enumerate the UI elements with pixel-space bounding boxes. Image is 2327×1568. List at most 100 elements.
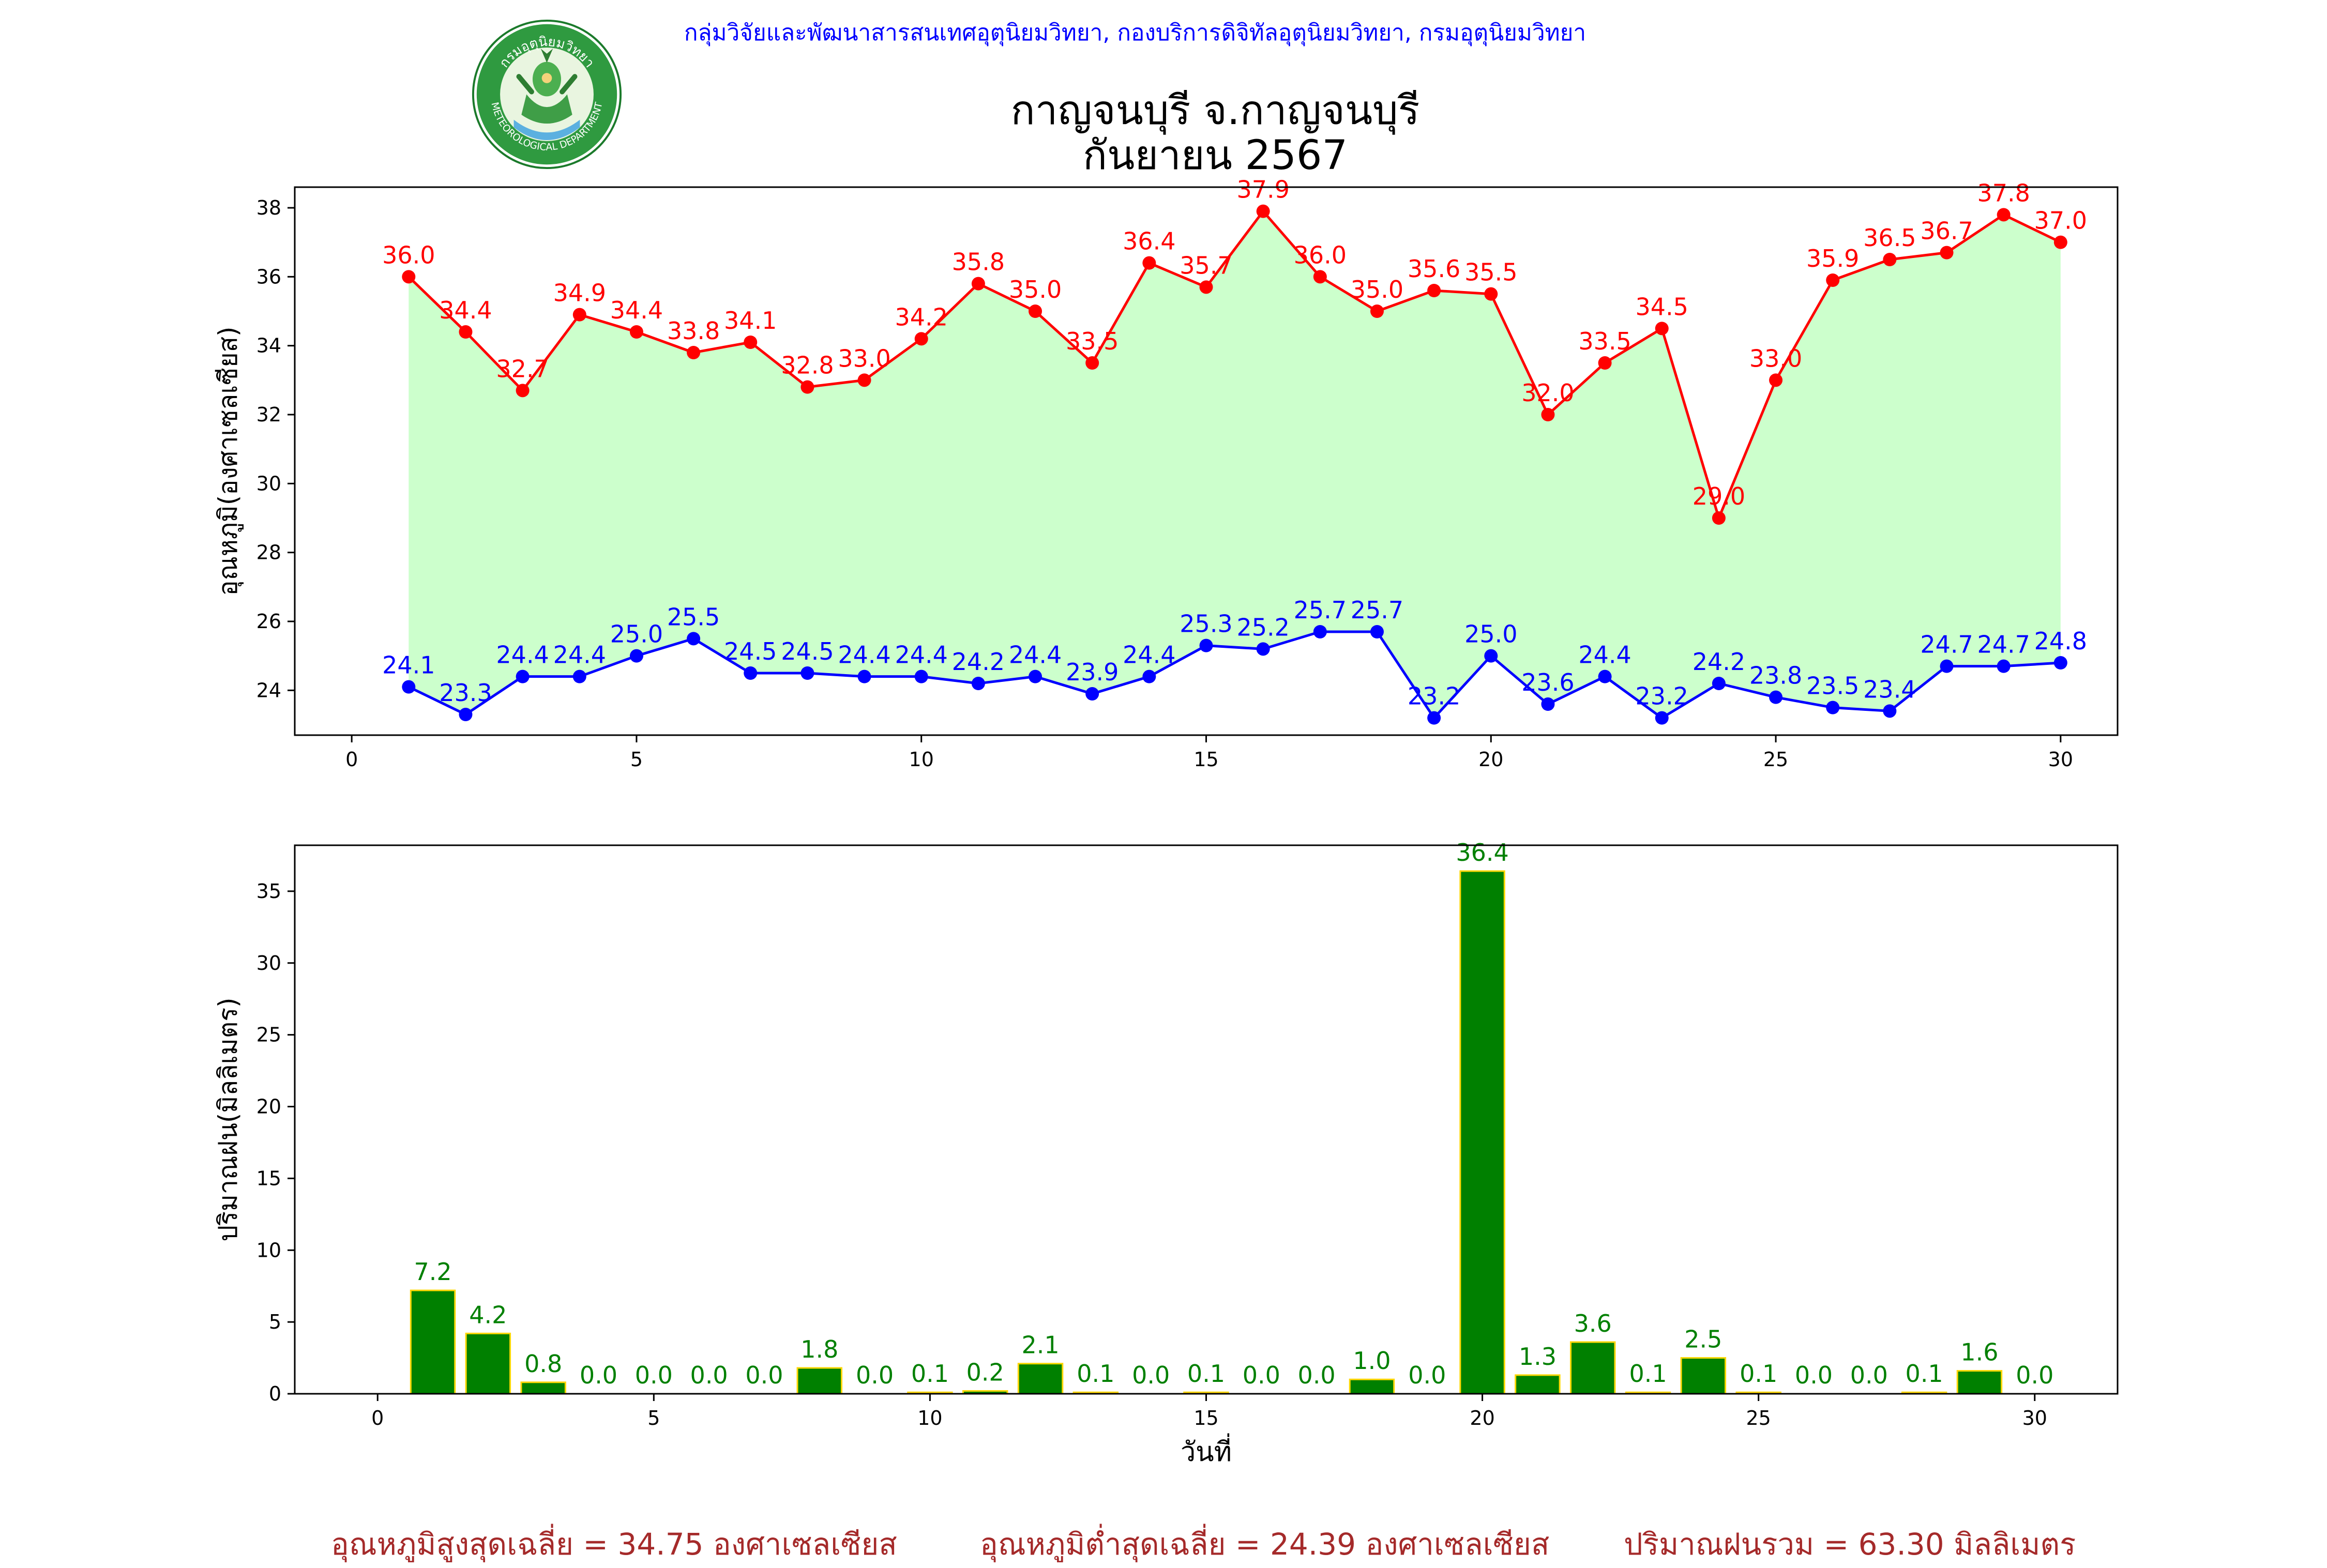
max-temp-label: 35.8: [952, 248, 1005, 276]
min-temp-point: [800, 666, 814, 680]
max-temp-label: 34.4: [439, 296, 492, 324]
min-temp-point: [1598, 669, 1612, 683]
max-temp-point: [1598, 356, 1612, 370]
max-temp-label: 35.6: [1408, 255, 1460, 283]
min-temp-label: 23.9: [1066, 658, 1119, 686]
max-temp-point: [1826, 273, 1840, 287]
rainfall-bar-label: 2.1: [1021, 1331, 1059, 1359]
min-temp-label: 23.2: [1636, 682, 1688, 710]
rainfall-bar: [410, 1289, 456, 1395]
rainfall-bar-label: 0.0: [1408, 1361, 1446, 1389]
min-temp-label: 23.2: [1408, 682, 1460, 710]
rainfall-y-axis-label: ปริมาณฝน(มิลลิเมตร): [213, 997, 243, 1241]
max-temp-label: 37.8: [1977, 179, 2030, 207]
min-temp-label: 24.4: [1123, 641, 1175, 669]
rainfall-bar-label: 4.2: [469, 1301, 507, 1329]
min-temp-label: 24.7: [1920, 631, 1973, 659]
x-tick-label: 5: [647, 1407, 660, 1429]
max-temp-point: [1484, 287, 1498, 301]
max-temp-label: 29.0: [1693, 482, 1745, 510]
max-temp-point: [1883, 253, 1897, 266]
rainfall-bar-label: 0.0: [690, 1361, 728, 1389]
meteorological-department-logo: กรมอุตุนิยมวิทยา METEOROLOGICAL DEPARTME…: [472, 19, 622, 170]
min-temp-point: [1712, 677, 1726, 690]
min-temp-label: 23.8: [1749, 662, 1802, 690]
max-temp-label: 33.0: [1749, 344, 1802, 372]
min-temp-label: 24.2: [952, 648, 1005, 676]
rainfall-bar-label: 0.0: [745, 1361, 783, 1389]
rainfall-bar: [796, 1367, 842, 1395]
rainfall-bar-label: 0.8: [524, 1350, 562, 1378]
y-tick-label: 24: [256, 679, 281, 702]
max-temp-label: 35.5: [1464, 258, 1517, 286]
x-tick-label: 30: [2048, 748, 2073, 771]
rainfall-bar: [1515, 1374, 1561, 1395]
min-temp-label: 24.1: [382, 651, 435, 679]
min-temp-label: 24.4: [496, 641, 549, 669]
rainfall-bar-label: 0.0: [1850, 1361, 1888, 1389]
max-temp-point: [1029, 305, 1042, 318]
min-temp-label: 24.4: [1578, 641, 1631, 669]
max-temp-point: [459, 325, 473, 339]
y-tick-label: 5: [269, 1311, 281, 1333]
max-temp-point: [744, 336, 758, 349]
rainfall-bar-label: 1.3: [1519, 1343, 1557, 1371]
min-temp-point: [516, 669, 530, 683]
min-temp-point: [1370, 625, 1384, 638]
max-temp-label: 34.9: [553, 279, 606, 307]
x-tick-label: 20: [1470, 1407, 1494, 1429]
max-temp-point: [971, 277, 985, 291]
max-temp-point: [1199, 280, 1213, 294]
min-temp-point: [857, 669, 871, 683]
max-temp-point: [572, 308, 586, 322]
rainfall-bar-label: 0.1: [1077, 1360, 1114, 1388]
rainfall-bar: [1459, 870, 1505, 1395]
x-tick-label: 15: [1193, 748, 1218, 771]
min-temp-point: [629, 649, 643, 663]
max-temp-label: 37.9: [1236, 176, 1289, 204]
y-tick-label: 10: [256, 1239, 281, 1261]
max-temp-label: 36.7: [1920, 217, 1973, 245]
rainfall-bar-label: 0.1: [1629, 1360, 1667, 1388]
max-temp-point: [800, 380, 814, 394]
min-temp-label: 23.6: [1521, 668, 1574, 696]
min-temp-label: 24.5: [781, 637, 834, 665]
rainfall-bar-label: 0.0: [2016, 1361, 2053, 1389]
min-temp-point: [1883, 704, 1897, 718]
min-temp-line: [408, 630, 2061, 720]
min-temp-point: [1427, 711, 1441, 725]
rainfall-bar-label: 2.5: [1684, 1326, 1722, 1353]
y-tick-label: 20: [256, 1095, 281, 1118]
summary-avg-max: อุณหภูมิสูงสุดเฉลี่ย = 34.75 องศาเซลเซีย…: [331, 1527, 897, 1562]
max-temp-point: [629, 325, 643, 339]
max-temp-point: [516, 384, 530, 398]
min-temp-label: 24.4: [1009, 641, 1062, 669]
rainfall-x-axis-label: วันที่: [1181, 1433, 1232, 1468]
rainfall-bar-label: 1.0: [1353, 1347, 1391, 1375]
rainfall-bar: [465, 1332, 511, 1395]
max-temp-point: [1940, 246, 1954, 260]
max-temp-label: 33.5: [1578, 327, 1631, 355]
y-tick-label: 25: [256, 1024, 281, 1046]
min-temp-point: [1313, 625, 1327, 638]
min-temp-point: [1541, 697, 1555, 711]
min-temp-label: 25.7: [1351, 596, 1403, 624]
rainfall-bar-label: 0.1: [1740, 1360, 1777, 1388]
max-temp-label: 34.5: [1636, 293, 1688, 321]
x-tick-label: 25: [1763, 748, 1788, 771]
rainfall-bar-label: 0.2: [966, 1358, 1004, 1386]
min-temp-label: 25.2: [1236, 613, 1289, 641]
rainfall-bar-label: 0.0: [1132, 1361, 1170, 1389]
min-temp-point: [1769, 690, 1783, 704]
rainfall-bar: [520, 1381, 566, 1395]
rainfall-bar-label: 36.4: [1456, 839, 1508, 866]
min-temp-point: [572, 669, 586, 683]
min-temp-label: 23.5: [1806, 672, 1859, 700]
max-temp-label: 36.0: [382, 241, 435, 269]
rainfall-bar: [1017, 1363, 1064, 1395]
max-temp-label: 35.0: [1009, 276, 1062, 303]
max-temp-point: [1769, 373, 1783, 387]
rainfall-bar-label: 0.1: [1906, 1360, 1943, 1388]
min-temp-label: 24.4: [838, 641, 890, 669]
rainfall-bar-label: 0.0: [1243, 1361, 1280, 1389]
